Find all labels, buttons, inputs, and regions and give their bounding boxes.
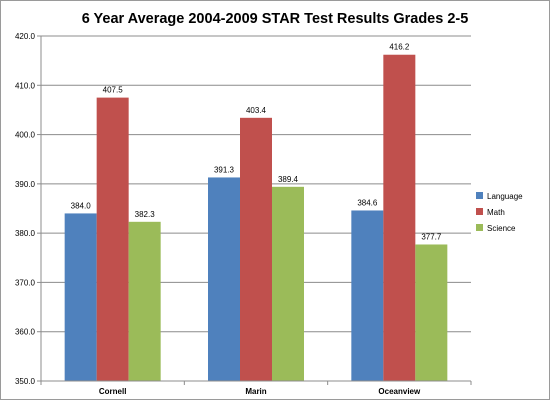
- bar-language: [208, 177, 240, 381]
- legend-swatch-language: [476, 192, 483, 199]
- y-axis-ticks: 350.0 360.0 370.0 380.0 390.0 400.0 410.0 420.0: [15, 32, 41, 386]
- value-label: 382.3: [135, 210, 156, 219]
- legend-label: Language: [487, 192, 523, 201]
- value-label: 403.4: [246, 106, 267, 115]
- bar-science: [272, 186, 304, 381]
- value-label: 407.5: [103, 86, 124, 95]
- y-tick-label: 360.0: [15, 328, 36, 337]
- legend-swatch-science: [476, 224, 483, 231]
- bar-math: [240, 117, 272, 382]
- value-label: 391.3: [214, 165, 235, 174]
- x-category-label: Oceanview: [378, 387, 421, 396]
- chart-title: 6 Year Average 2004-2009 STAR Test Resul…: [82, 11, 469, 27]
- bar-math: [383, 54, 416, 381]
- x-category-label: Cornell: [99, 387, 127, 396]
- bars: [64, 54, 448, 382]
- value-label: 416.2: [389, 43, 410, 52]
- value-label: 377.7: [421, 232, 442, 241]
- value-label: 384.0: [71, 201, 92, 210]
- bar-language: [351, 210, 384, 381]
- bar-science: [128, 221, 161, 381]
- x-axis-categories: Cornell Marin Oceanview: [99, 387, 421, 396]
- y-tick-label: 350.0: [15, 377, 36, 386]
- bar-language: [64, 213, 97, 381]
- legend-swatch-math: [476, 208, 483, 215]
- legend-label: Science: [487, 224, 516, 233]
- value-label: 384.6: [357, 198, 378, 207]
- bar-science: [415, 244, 448, 381]
- bar-math: [96, 97, 129, 381]
- legend: Language Math Science: [476, 192, 523, 233]
- y-tick-label: 400.0: [15, 131, 36, 140]
- legend-label: Math: [487, 208, 505, 217]
- value-label: 389.4: [278, 175, 299, 184]
- x-category-label: Marin: [245, 387, 266, 396]
- y-tick-label: 370.0: [15, 278, 36, 287]
- axes: [40, 36, 472, 385]
- y-tick-label: 380.0: [15, 229, 36, 238]
- y-tick-label: 420.0: [15, 32, 36, 41]
- value-labels: 384.0 407.5 382.3 391.3 403.4 389.4 384.6 416.2…: [71, 43, 442, 242]
- y-tick-label: 410.0: [15, 81, 36, 90]
- y-tick-label: 390.0: [15, 180, 36, 189]
